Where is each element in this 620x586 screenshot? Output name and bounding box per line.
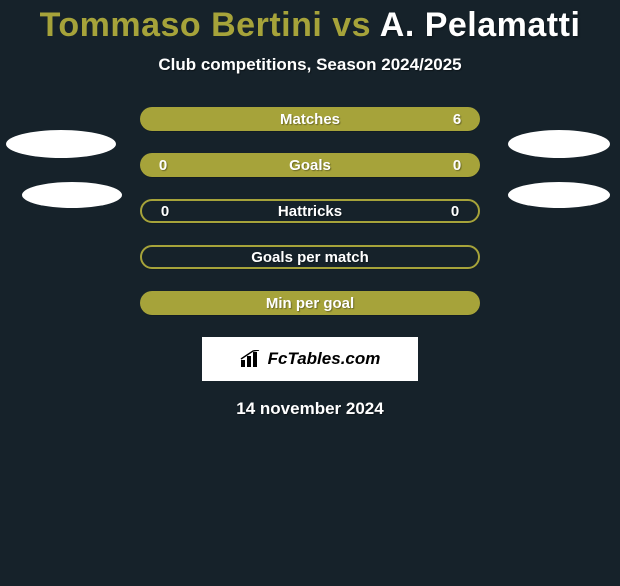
- comparison-title: Tommaso Bertini vs A. Pelamatti: [0, 6, 620, 45]
- stat-left-value: 0: [156, 203, 174, 220]
- stat-right-value: 6: [448, 111, 466, 128]
- stat-label: Hattricks: [278, 203, 342, 220]
- stat-row-min-per-goal: Min per goal: [140, 291, 480, 315]
- bar-chart-icon: [240, 350, 262, 368]
- stat-label: Goals per match: [251, 249, 369, 266]
- stat-left-value: 0: [154, 157, 172, 174]
- stat-label: Min per goal: [266, 295, 354, 312]
- player2-name: A. Pelamatti: [380, 6, 581, 44]
- stats-container: Matches 6 0 Goals 0 0 Hattricks 0 Goals …: [140, 107, 480, 315]
- stat-label: Goals: [289, 157, 331, 174]
- stat-label: Matches: [280, 111, 340, 128]
- player1-name: Tommaso Bertini: [40, 6, 323, 44]
- stat-row-goals: 0 Goals 0: [140, 153, 480, 177]
- stat-right-value: 0: [448, 157, 466, 174]
- decorative-blob: [508, 130, 610, 158]
- vs-label: vs: [332, 6, 371, 44]
- stat-row-goals-per-match: Goals per match: [140, 245, 480, 269]
- brand-name: FcTables.com: [268, 349, 381, 369]
- season-subtitle: Club competitions, Season 2024/2025: [0, 55, 620, 75]
- stat-row-matches: Matches 6: [140, 107, 480, 131]
- snapshot-date: 14 november 2024: [0, 399, 620, 419]
- stat-right-value: 0: [446, 203, 464, 220]
- decorative-blob: [508, 182, 610, 208]
- decorative-blob: [22, 182, 122, 208]
- brand-badge: FcTables.com: [202, 337, 418, 381]
- decorative-blob: [6, 130, 116, 158]
- stat-row-hattricks: 0 Hattricks 0: [140, 199, 480, 223]
